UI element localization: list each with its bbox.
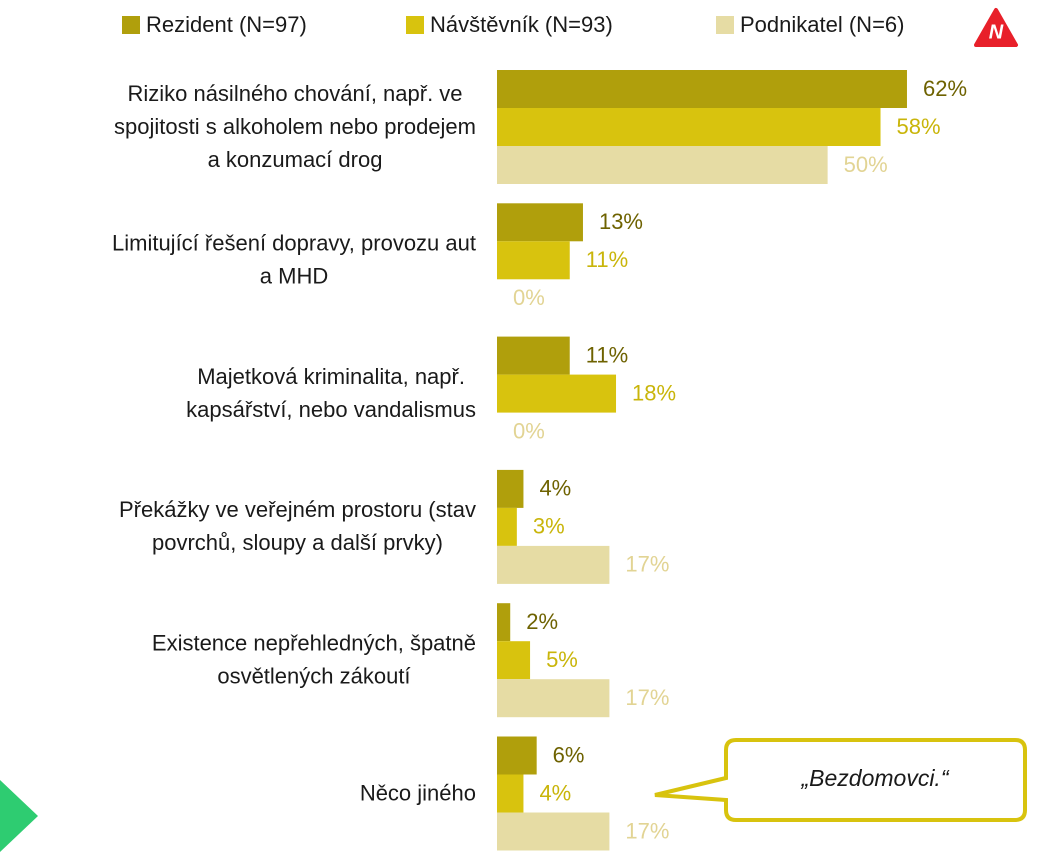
- legend-label: Návštěvník (N=93): [430, 12, 613, 37]
- value-label: 4%: [539, 476, 571, 501]
- logo: N: [974, 8, 1018, 47]
- value-label: 11%: [586, 247, 628, 272]
- bar: [497, 469, 524, 508]
- bar: [497, 146, 828, 184]
- legend-swatch: [406, 16, 424, 34]
- annotation: „Bezdomovci.“: [801, 765, 950, 791]
- category-label: spojitosti s alkoholem nebo prodejem: [114, 114, 476, 139]
- legend-label: Podnikatel (N=6): [740, 12, 904, 37]
- decor-arrow: [0, 780, 38, 852]
- value-label: 62%: [923, 76, 967, 101]
- bar: [497, 203, 583, 242]
- bar: [497, 70, 907, 108]
- legend-label: Rezident (N=97): [146, 12, 307, 37]
- value-label: 0%: [513, 285, 545, 310]
- legend-swatch: [716, 16, 734, 34]
- svg-text:N: N: [989, 21, 1004, 43]
- value-label: 2%: [526, 609, 558, 634]
- bar: [497, 108, 881, 146]
- category-label: osvětlených zákoutí: [217, 664, 410, 689]
- bar: [497, 736, 537, 775]
- bar: [497, 545, 610, 584]
- category-label: povrchů, sloupy a další prvky): [152, 530, 443, 555]
- value-label: 50%: [844, 152, 888, 177]
- value-label: 18%: [632, 380, 676, 405]
- value-label: 17%: [625, 552, 669, 577]
- callout: [654, 738, 1027, 822]
- bar: [497, 812, 610, 851]
- value-label: 5%: [546, 647, 578, 672]
- value-label: 4%: [539, 780, 571, 805]
- category-label: Překážky ve veřejném prostoru (stav: [119, 497, 476, 522]
- value-label: 13%: [599, 209, 643, 234]
- bar: [497, 336, 570, 375]
- category-label: a konzumací drog: [208, 147, 383, 172]
- bar: [497, 507, 517, 546]
- value-label: 11%: [586, 342, 628, 367]
- bar: [497, 679, 610, 718]
- value-label: 3%: [533, 514, 565, 539]
- category-label: kapsářství, nebo vandalismus: [186, 397, 476, 422]
- value-label: 0%: [513, 418, 545, 443]
- bar: [497, 641, 531, 680]
- bar: [497, 774, 524, 813]
- value-label: 17%: [625, 818, 669, 843]
- value-label: 58%: [897, 114, 941, 139]
- bar: [497, 241, 570, 280]
- legend-swatch: [122, 16, 140, 34]
- category-label: Existence nepřehledných, špatně: [152, 631, 476, 656]
- category-label: Riziko násilného chování, např. ve: [127, 81, 462, 106]
- bar: [497, 603, 511, 642]
- category-label: a MHD: [260, 264, 328, 289]
- value-label: 6%: [553, 742, 585, 767]
- category-label: Limitující řešení dopravy, provozu aut: [112, 231, 476, 256]
- bar: [497, 374, 617, 413]
- value-label: 17%: [625, 685, 669, 710]
- category-label: Majetková kriminalita, např.: [197, 364, 465, 389]
- category-label: Něco jiného: [360, 780, 476, 805]
